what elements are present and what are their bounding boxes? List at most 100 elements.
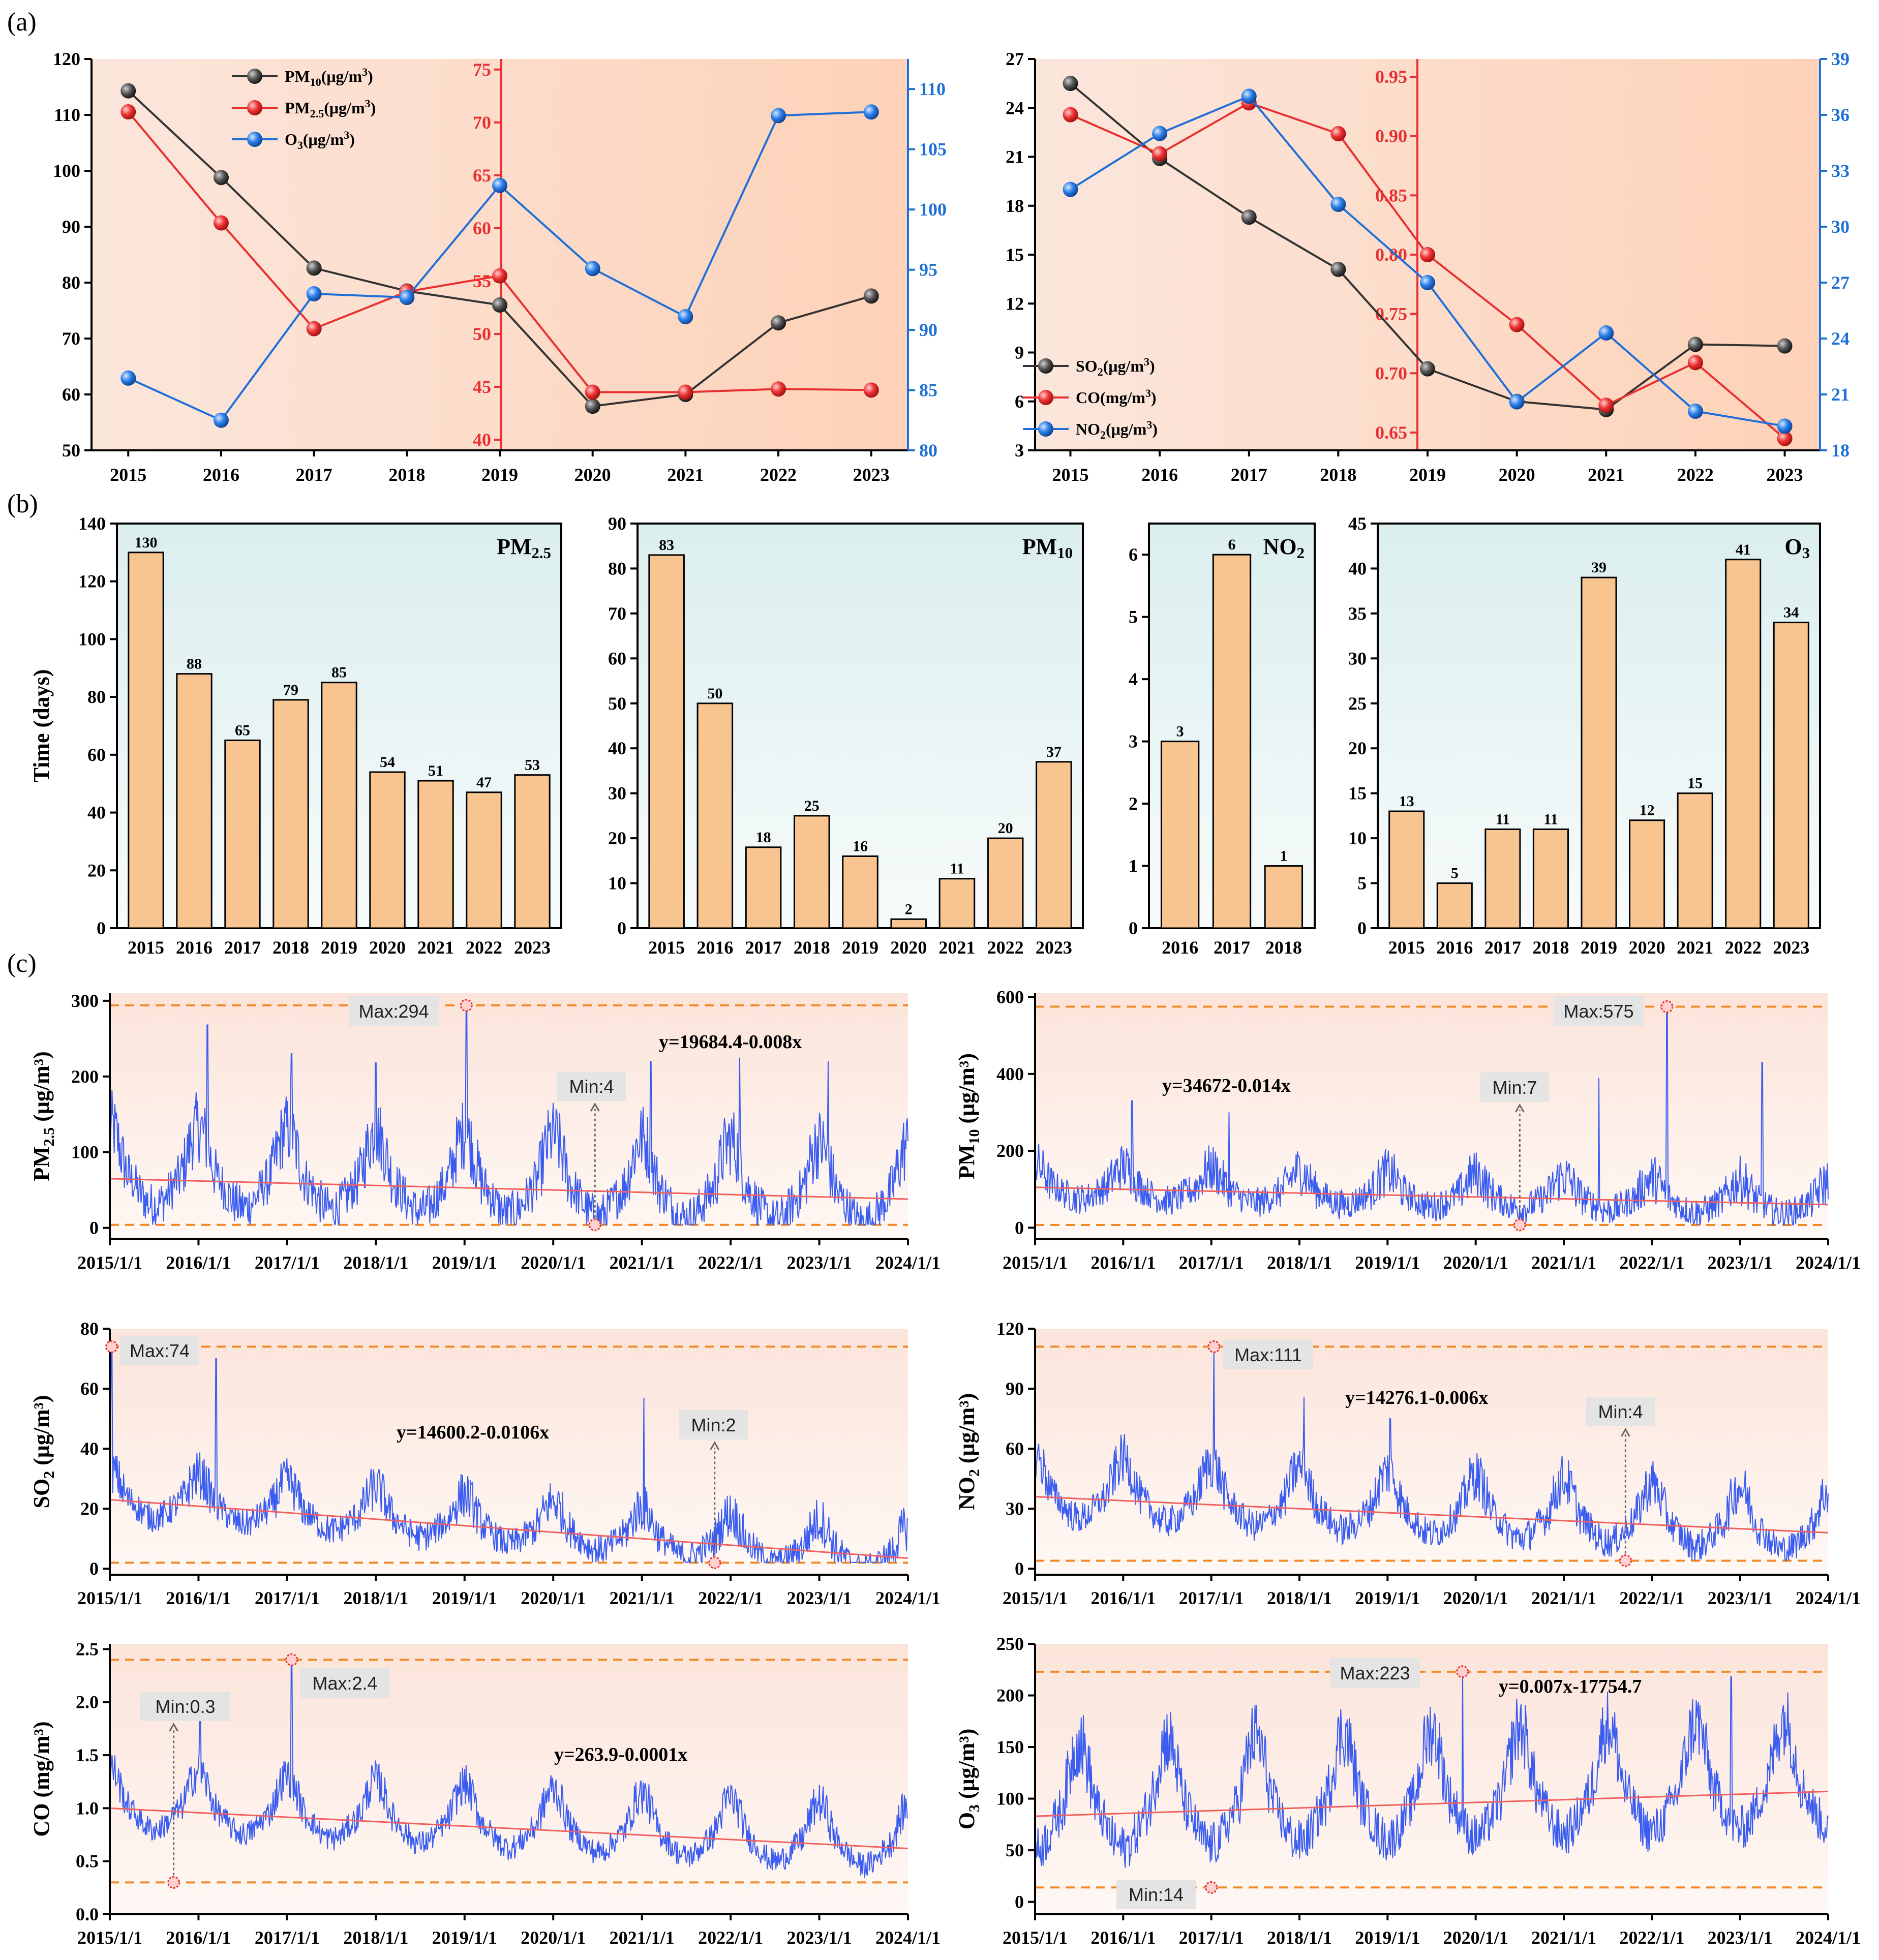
left-tick-label: 120 (53, 49, 80, 69)
bar-value-label: 11 (1496, 811, 1510, 828)
x-tick-label: 2015 (1388, 937, 1425, 958)
legend-label: O3(μg/m3) (285, 129, 355, 151)
bar-2021 (938, 878, 976, 929)
bar-value-label: 51 (428, 762, 443, 779)
data-point (1420, 275, 1435, 290)
y-tick-label: 30 (608, 783, 626, 804)
left-tick-label: 3 (1015, 440, 1024, 461)
min-marker (1619, 1554, 1632, 1567)
data-point (678, 309, 693, 325)
bar-value-label: 11 (950, 861, 964, 877)
y-tick-label: 80 (80, 1319, 99, 1339)
left-tick-label: 12 (1006, 293, 1024, 314)
x-tick-label: 2016/1/1 (166, 1927, 231, 1948)
x-tick-label: 2024/1/1 (875, 1588, 941, 1608)
x-tick-label: 2019/1/1 (1355, 1927, 1420, 1948)
max-annotation-label: Max:294 (358, 1001, 429, 1022)
y-tick-label: 100 (71, 1142, 99, 1162)
bar-value-label: 1 (1280, 848, 1287, 865)
max-marker (1456, 1665, 1469, 1678)
min-arrow (169, 1722, 178, 1732)
x-tick-label: 2016 (1141, 465, 1178, 485)
y-tick-label: 30 (1006, 1498, 1024, 1519)
y-tick-label: 0 (89, 1218, 99, 1238)
y-tick-label: 100 (78, 629, 106, 649)
plot-bg-c3 (110, 1329, 908, 1575)
y-tick-label: 20 (87, 860, 106, 880)
y-tick-label: 0 (1129, 918, 1138, 938)
bar-2016 (1436, 882, 1473, 929)
min-annotation-box (557, 1071, 626, 1101)
y-axis-label: CO (mg/m³) (29, 1721, 54, 1836)
legend-marker (247, 132, 262, 147)
min-arrow (710, 1441, 720, 1450)
legend-label: SO2(μg/m3) (1076, 355, 1155, 378)
data-point (1598, 325, 1614, 341)
x-tick-label: 2020/1/1 (521, 1927, 586, 1948)
data-point (585, 399, 600, 414)
x-tick-label: 2019 (321, 937, 357, 958)
x-tick-label: 2019/1/1 (1355, 1588, 1420, 1608)
x-tick-label: 2019/1/1 (432, 1588, 497, 1608)
max-annotation-label: Max:74 (130, 1340, 190, 1361)
mid-tick-label: 0.75 (1375, 304, 1407, 324)
data-point (1241, 209, 1257, 225)
y-tick-label: 20 (1348, 738, 1367, 758)
left-tick-label: 90 (62, 217, 80, 237)
y-tick-label: 100 (996, 1789, 1024, 1809)
legend-label: CO(mg/m3) (1076, 387, 1157, 407)
y-tick-label: 600 (996, 987, 1024, 1007)
time-series-c4 (1035, 1346, 1829, 1561)
data-point (771, 315, 786, 331)
y-tick-label: 2.0 (76, 1692, 99, 1712)
bar-value-label: 12 (1640, 802, 1655, 819)
chart-title: NO2 (1263, 534, 1305, 562)
data-point (120, 83, 136, 99)
min-annotation-label: Min:14 (1129, 1884, 1184, 1905)
right-tick-label: 85 (919, 380, 937, 401)
y-tick-label: 1.0 (76, 1798, 99, 1818)
x-tick-label: 2022/1/1 (1619, 1927, 1684, 1948)
bar-2017 (1484, 828, 1521, 929)
y-axis-label: PM10 (μg/m³) (954, 1053, 983, 1179)
y-tick-label: 40 (1348, 558, 1367, 578)
bar-2020 (890, 918, 927, 929)
x-tick-label: 2023/1/1 (1708, 1588, 1773, 1608)
left-tick-label: 60 (62, 384, 80, 405)
bar-2023 (1773, 622, 1809, 929)
data-point (492, 177, 507, 193)
bar-2017 (745, 846, 782, 929)
x-tick-label: 2018 (1265, 937, 1302, 958)
bar-value-label: 47 (476, 774, 492, 791)
bar-value-label: 11 (1543, 811, 1558, 828)
x-tick-label: 2021/1/1 (610, 1927, 675, 1948)
y-tick-label: 40 (87, 803, 106, 823)
x-tick-label: 2023/1/1 (1708, 1927, 1773, 1948)
bar-value-label: 41 (1736, 541, 1751, 558)
x-tick-label: 2015 (1052, 465, 1088, 485)
data-point (1420, 247, 1435, 262)
max-annotation-label: Max:575 (1563, 1001, 1633, 1022)
x-tick-label: 2016/1/1 (1090, 1927, 1156, 1948)
x-tick-label: 2018/1/1 (343, 1252, 408, 1273)
bar-2016 (696, 702, 734, 929)
left-tick-label: 18 (1006, 196, 1024, 216)
y-tick-label: 60 (1006, 1438, 1024, 1459)
x-tick-label: 2020/1/1 (521, 1588, 586, 1608)
x-tick-label: 2016/1/1 (166, 1252, 231, 1273)
x-tick-label: 2023 (514, 937, 551, 958)
chart-title: PM2.5 (497, 534, 551, 562)
x-tick-label: 2019 (481, 465, 518, 485)
x-tick-label: 2018 (388, 465, 425, 485)
x-tick-label: 2015/1/1 (77, 1252, 142, 1273)
y-tick-label: 200 (71, 1066, 99, 1087)
y-tick-label: 60 (608, 648, 626, 668)
max-marker (1660, 1000, 1674, 1013)
y-tick-label: 0 (89, 1558, 99, 1579)
x-tick-label: 2021 (1677, 937, 1713, 958)
x-tick-label: 2023/1/1 (787, 1927, 852, 1948)
bar-value-label: 13 (1399, 793, 1414, 810)
y-tick-label: 2.5 (76, 1639, 99, 1659)
min-arrow (1515, 1103, 1525, 1113)
y-tick-label: 90 (608, 513, 626, 534)
